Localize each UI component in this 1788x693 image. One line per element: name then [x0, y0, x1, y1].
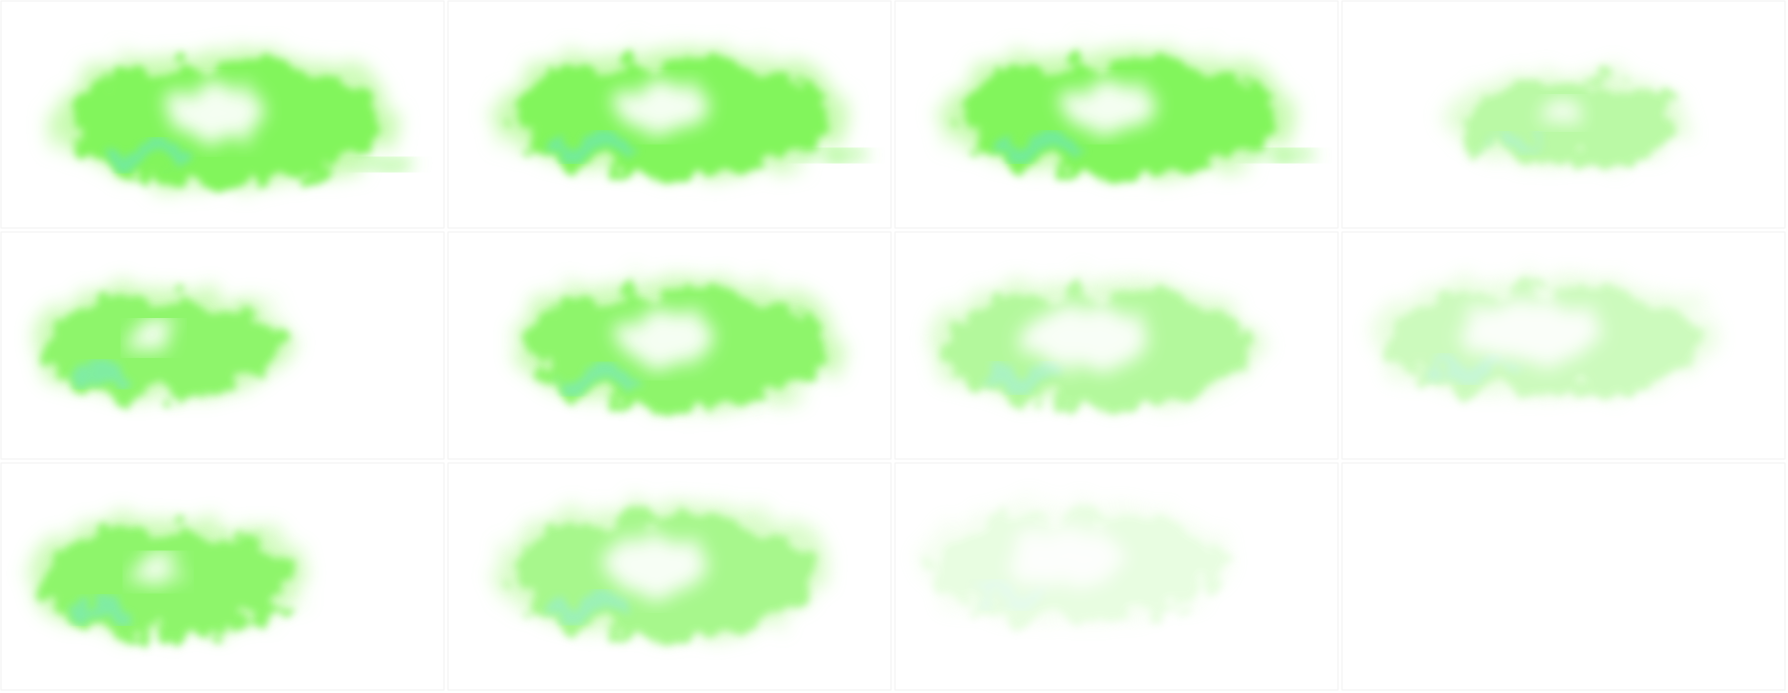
smoke-cloud — [916, 501, 1232, 623]
smoke-accent — [565, 368, 645, 390]
sprite-frame — [1341, 462, 1786, 691]
sprite-frame — [894, 231, 1339, 460]
sprite-frame — [447, 462, 892, 691]
smoke-accent — [70, 600, 138, 620]
smoke-accent — [553, 136, 638, 158]
sprite-frame — [1341, 231, 1786, 460]
smoke-hollow — [1538, 101, 1583, 125]
sprite-frame — [447, 0, 892, 229]
smoke-cloud — [1367, 275, 1715, 397]
smoke-hollow — [1063, 83, 1158, 131]
smoke-cloud — [493, 48, 868, 176]
smoke-cloud — [494, 501, 830, 639]
smoke-tail — [348, 159, 415, 170]
smoke-accent — [550, 596, 630, 619]
frame-border — [1341, 0, 1786, 229]
frame-border — [447, 462, 892, 691]
frame-border — [447, 231, 892, 460]
smoke-accent — [109, 144, 192, 167]
smoke-hollow — [620, 311, 718, 365]
smoke-cloud — [1445, 71, 1687, 165]
sprite-frame — [0, 462, 445, 691]
frame-border — [894, 0, 1339, 229]
smoke-cloud — [940, 48, 1315, 176]
smoke-hollow — [601, 535, 707, 595]
frame-border — [1341, 231, 1786, 460]
smoke-tail — [799, 150, 868, 161]
smoke-cloud — [926, 279, 1262, 407]
smoke-hollow — [1024, 305, 1148, 371]
frame-border — [0, 231, 445, 460]
smoke-accent — [1485, 135, 1543, 151]
frame-border — [1341, 462, 1786, 691]
frame-border — [0, 462, 445, 691]
smoke-accent — [1000, 136, 1085, 158]
smoke-cloud — [509, 277, 845, 409]
smoke-hollow — [616, 83, 711, 131]
smoke-cloud — [51, 49, 415, 187]
smoke-accent — [969, 585, 1044, 605]
frame-border — [894, 231, 1339, 460]
sprite-frame — [894, 0, 1339, 229]
smoke-accent — [982, 367, 1062, 389]
sprite-frame — [0, 0, 445, 229]
smoke-cloud — [28, 285, 292, 401]
smoke-tail — [1246, 150, 1315, 161]
frame-border — [0, 0, 445, 229]
frame-border — [447, 0, 892, 229]
smoke-hollow — [166, 85, 267, 141]
frame-border — [894, 462, 1339, 691]
sprite-frame — [447, 231, 892, 460]
smoke-accent — [1425, 359, 1508, 379]
sprite-frame — [1341, 0, 1786, 229]
smoke-accent — [72, 364, 135, 384]
smoke-cloud — [23, 516, 307, 638]
smoke-hollow — [133, 325, 175, 351]
sprite-frame — [0, 231, 445, 460]
sprite-frame — [894, 462, 1339, 691]
smoke-hollow — [1008, 526, 1125, 588]
smoke-hollow — [135, 558, 181, 586]
smoke-hollow — [1464, 298, 1601, 364]
